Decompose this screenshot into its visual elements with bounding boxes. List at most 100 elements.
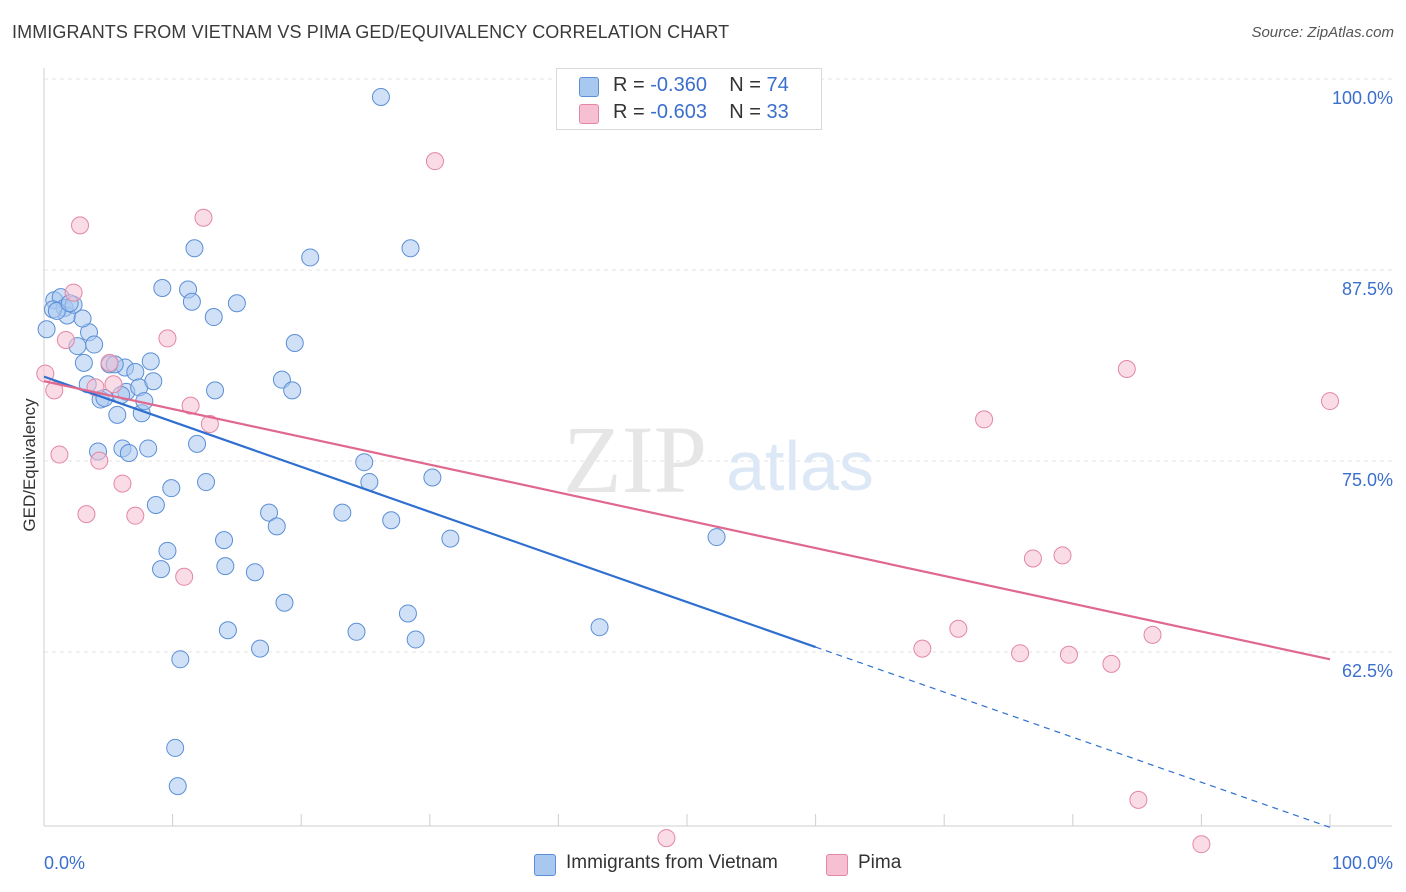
pima-point	[1117, 359, 1136, 378]
n-value-vietnam: 74	[766, 74, 789, 96]
vietnam-point	[275, 593, 294, 612]
pima-point	[56, 330, 75, 349]
pima-point	[71, 216, 90, 235]
r-label: R =	[613, 101, 651, 123]
pima-point	[949, 619, 968, 638]
pima-point	[1192, 835, 1211, 854]
vietnam-point	[251, 639, 270, 658]
pima-swatch	[579, 104, 599, 124]
r-label: R =	[613, 74, 651, 96]
pima-point	[100, 353, 119, 372]
pima-point	[77, 505, 96, 524]
labels-layer: 62.5% 75.0% 87.5% 100.0% 0.0% 100.0%	[44, 88, 1393, 873]
vietnam-point	[401, 239, 420, 258]
vietnam-point	[423, 468, 442, 487]
vietnam-point	[355, 453, 374, 472]
r-value-pima: -0.603	[650, 101, 707, 123]
vietnam-point	[215, 531, 234, 550]
y-tick-label: 100.0%	[1332, 88, 1393, 108]
vietnam-point	[153, 279, 172, 297]
vietnam-point	[139, 439, 158, 458]
y-tick-label: 62.5%	[1342, 661, 1393, 681]
vietnam-point	[146, 495, 165, 514]
watermark: ZIP atlas	[563, 406, 874, 513]
pima-point	[1059, 645, 1078, 664]
vietnam-point	[74, 353, 93, 372]
y-tick-label: 75.0%	[1342, 470, 1393, 490]
vietnam-point	[707, 528, 726, 547]
source-label: Source: ZipAtlas.com	[1251, 24, 1394, 41]
pima-point	[194, 208, 213, 227]
vietnam-point	[171, 650, 190, 669]
watermark-atlas: atlas	[726, 427, 874, 505]
vietnam-point	[267, 517, 286, 536]
vietnam-point	[590, 618, 609, 637]
pima-point	[1102, 654, 1121, 673]
vietnam-point	[162, 479, 181, 498]
vietnam-point	[158, 541, 177, 560]
vietnam-point	[152, 560, 171, 579]
vietnam-point	[119, 444, 138, 463]
vietnam-point	[371, 88, 390, 106]
vietnam-swatch	[579, 77, 599, 97]
pima-point	[1053, 546, 1072, 565]
pima-point	[1129, 790, 1148, 809]
vietnam-point	[301, 248, 320, 267]
n-label: N =	[729, 74, 767, 96]
vietnam-trend-line	[43, 375, 816, 649]
pima-point	[64, 283, 83, 302]
correlation-legend: R = -0.360 N = 74 R = -0.603 N = 33	[556, 68, 822, 130]
pima-point	[657, 829, 676, 848]
n-value-pima: 33	[766, 101, 789, 123]
vietnam-point	[406, 630, 425, 649]
pima-point	[425, 152, 444, 171]
y-axis-label: GED/Equivalency	[20, 398, 39, 532]
pima-swatch	[826, 854, 848, 876]
vietnam-point	[204, 308, 223, 327]
trend-layer	[43, 375, 1331, 828]
vietnam-point	[441, 529, 460, 548]
vietnam-point	[227, 294, 246, 313]
vietnam-point	[283, 381, 302, 400]
pima-point	[1023, 549, 1042, 568]
pima-point	[1143, 625, 1162, 644]
pima-point	[158, 329, 177, 348]
pima-point	[1321, 392, 1339, 411]
legend-label-pima: Pima	[858, 852, 902, 873]
x-tick-label: 0.0%	[44, 853, 85, 873]
pima-point	[45, 381, 64, 400]
chart-title: IMMIGRANTS FROM VIETNAM VS PIMA GED/EQUI…	[12, 22, 730, 42]
vietnam-swatch	[534, 854, 556, 876]
vietnam-point	[182, 292, 201, 311]
axes-layer	[43, 68, 1392, 827]
r-value-vietnam: -0.360	[650, 74, 707, 96]
vietnam-point	[168, 777, 187, 796]
legend-label-vietnam: Immigrants from Vietnam	[566, 852, 778, 873]
vietnam-point	[245, 563, 264, 582]
pima-point	[200, 414, 219, 433]
pima-point	[181, 396, 200, 415]
pima-trend-line	[43, 380, 1331, 661]
vietnam-point	[206, 381, 225, 400]
vietnam-point	[144, 372, 163, 391]
vietnam-point	[37, 320, 56, 339]
grid-layer	[44, 78, 1392, 653]
x-tick-label: 100.0%	[1332, 853, 1393, 873]
pima-point	[50, 445, 69, 464]
watermark-zip: ZIP	[563, 406, 707, 513]
vietnam-point	[333, 503, 352, 522]
vietnam-point	[216, 557, 235, 576]
vietnam-point	[285, 334, 304, 353]
vietnam-point	[166, 738, 185, 757]
vietnam-point	[260, 503, 279, 522]
vietnam-point	[398, 604, 417, 623]
vietnam-point	[382, 511, 401, 530]
pima-point	[1011, 644, 1030, 663]
vietnam-trend-extension	[815, 646, 1331, 828]
pima-point	[175, 567, 194, 586]
pima-point	[913, 639, 932, 658]
n-label: N =	[729, 101, 767, 123]
y-tick-label: 87.5%	[1342, 279, 1393, 299]
vietnam-point	[185, 239, 204, 258]
